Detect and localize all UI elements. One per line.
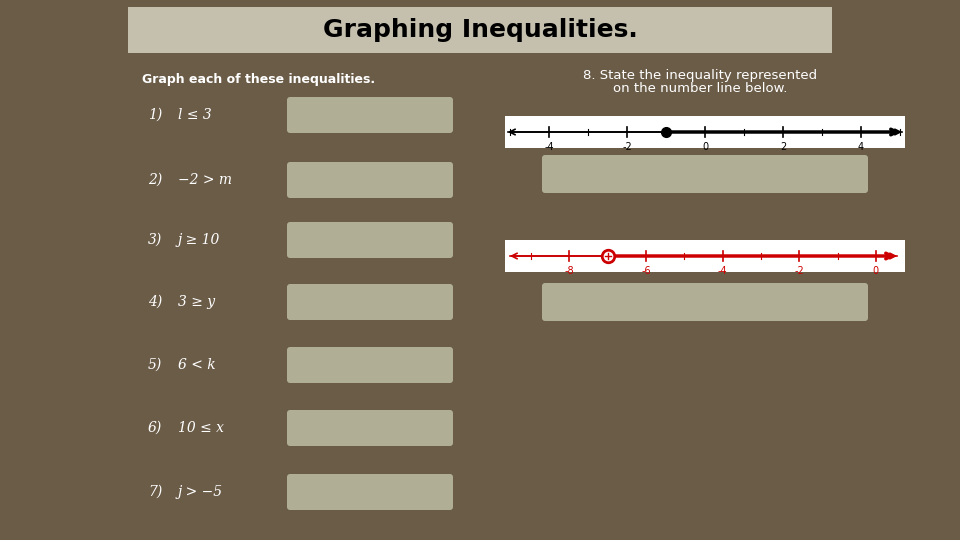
- Text: -2: -2: [794, 266, 804, 276]
- Text: 7): 7): [148, 485, 162, 499]
- Text: 2): 2): [148, 173, 162, 187]
- Text: -4: -4: [718, 266, 728, 276]
- FancyBboxPatch shape: [505, 116, 905, 148]
- Text: 6 < k: 6 < k: [178, 358, 216, 372]
- FancyBboxPatch shape: [287, 97, 453, 133]
- Text: 0: 0: [702, 142, 708, 152]
- Text: l ≤ 3: l ≤ 3: [178, 108, 212, 122]
- FancyBboxPatch shape: [505, 240, 905, 272]
- Text: j > −5: j > −5: [178, 485, 223, 499]
- Text: Graph each of these inequalities.: Graph each of these inequalities.: [142, 73, 375, 86]
- FancyBboxPatch shape: [287, 410, 453, 446]
- Text: Graphing Inequalities.: Graphing Inequalities.: [323, 18, 637, 42]
- Text: 2: 2: [780, 142, 786, 152]
- Text: 3): 3): [148, 233, 162, 247]
- FancyBboxPatch shape: [287, 284, 453, 320]
- FancyBboxPatch shape: [287, 222, 453, 258]
- Text: j ≥ 10: j ≥ 10: [178, 233, 221, 247]
- Text: 0: 0: [873, 266, 879, 276]
- Text: -2: -2: [622, 142, 632, 152]
- FancyBboxPatch shape: [542, 283, 868, 321]
- Text: 10 ≤ x: 10 ≤ x: [178, 421, 224, 435]
- FancyBboxPatch shape: [287, 347, 453, 383]
- Text: 6): 6): [148, 421, 162, 435]
- Text: −2 > m: −2 > m: [178, 173, 232, 187]
- Text: on the number line below.: on the number line below.: [612, 82, 787, 94]
- FancyBboxPatch shape: [542, 155, 868, 193]
- FancyBboxPatch shape: [287, 474, 453, 510]
- Text: 8. State the inequality represented: 8. State the inequality represented: [583, 69, 817, 82]
- Text: -8: -8: [564, 266, 574, 276]
- Text: 1): 1): [148, 108, 162, 122]
- Text: -4: -4: [544, 142, 554, 152]
- FancyBboxPatch shape: [287, 162, 453, 198]
- Text: 4): 4): [148, 295, 162, 309]
- Text: -6: -6: [641, 266, 651, 276]
- Text: 5): 5): [148, 358, 162, 372]
- Text: 3 ≥ y: 3 ≥ y: [178, 295, 215, 309]
- Text: 4: 4: [858, 142, 864, 152]
- FancyBboxPatch shape: [128, 7, 832, 53]
